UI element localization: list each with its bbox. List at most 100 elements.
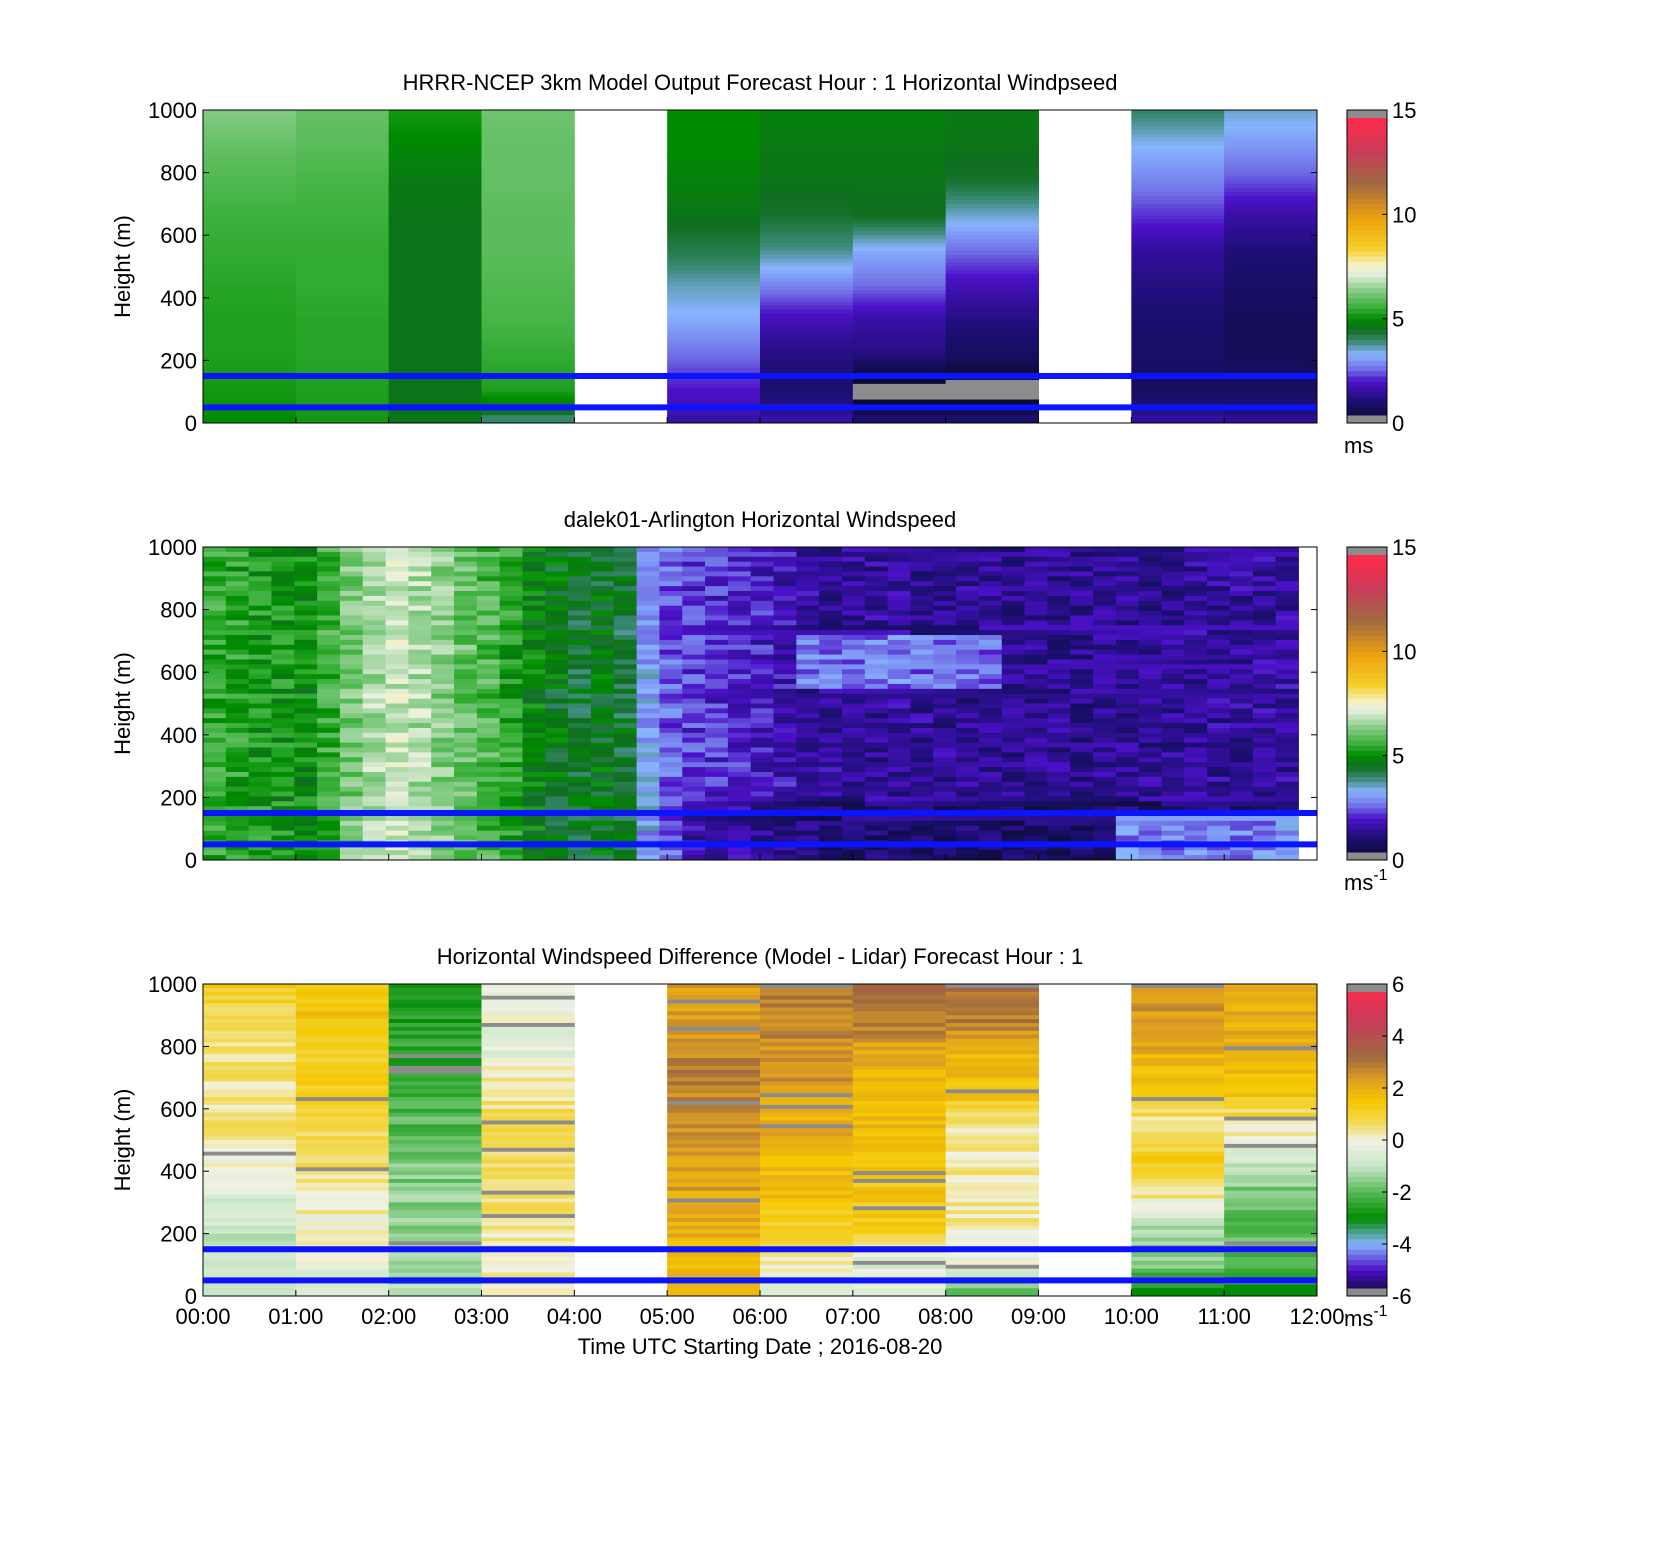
heatmap-cell bbox=[1184, 679, 1208, 685]
heatmap-cell bbox=[1252, 815, 1277, 822]
heatmap-cell bbox=[1252, 796, 1277, 802]
heatmap-cell bbox=[499, 776, 524, 783]
heatmap-cell bbox=[852, 987, 947, 993]
heatmap-cell bbox=[852, 250, 947, 256]
heatmap-cell bbox=[852, 274, 947, 279]
heatmap-cell bbox=[659, 615, 683, 621]
heatmap-cell bbox=[388, 399, 482, 404]
heatmap-cell bbox=[1024, 566, 1048, 572]
heatmap-cell bbox=[945, 1147, 1039, 1153]
heatmap-cell bbox=[362, 698, 387, 704]
heatmap-cell bbox=[1161, 674, 1185, 680]
heatmap-cell bbox=[978, 547, 1003, 553]
heatmap-cell bbox=[388, 160, 482, 166]
heatmap-cell bbox=[431, 649, 455, 656]
heatmap-cell bbox=[956, 664, 980, 670]
heatmap-cell bbox=[659, 855, 683, 861]
heatmap-cell bbox=[499, 615, 524, 621]
heatmap-cell bbox=[1024, 737, 1048, 744]
heatmap-cell bbox=[910, 791, 934, 797]
heatmap-cell bbox=[945, 266, 1039, 271]
heatmap-cell bbox=[388, 344, 482, 350]
heatmap-cell bbox=[568, 762, 592, 768]
heatmap-cell bbox=[1207, 815, 1231, 822]
heatmap-cell bbox=[568, 723, 592, 729]
heatmap-cell bbox=[1184, 815, 1208, 822]
heatmap-cell bbox=[1184, 659, 1208, 665]
heatmap-cell bbox=[978, 771, 1003, 778]
heatmap-cell bbox=[545, 776, 569, 783]
heatmap-cell bbox=[682, 644, 706, 651]
heatmap-cell bbox=[476, 679, 501, 685]
heatmap-cell bbox=[1131, 1101, 1225, 1106]
heatmap-cell bbox=[317, 723, 341, 729]
heatmap-cell bbox=[203, 727, 227, 734]
heatmap-cell bbox=[945, 153, 1039, 158]
heatmap-cell bbox=[476, 683, 501, 690]
heatmap-cell bbox=[667, 321, 761, 326]
heatmap-cell bbox=[636, 649, 660, 656]
heatmap-cell bbox=[636, 747, 660, 753]
heatmap-cell bbox=[203, 644, 227, 651]
heatmap-cell bbox=[225, 600, 250, 607]
heatmap-cell bbox=[1224, 368, 1318, 373]
heatmap-cell bbox=[1252, 776, 1277, 783]
heatmap-cell bbox=[613, 586, 638, 592]
heatmap-cell bbox=[388, 1155, 482, 1160]
heatmap-cell bbox=[476, 639, 501, 646]
heatmap-cell bbox=[295, 172, 390, 178]
heatmap-cell bbox=[852, 1124, 947, 1129]
heatmap-cell bbox=[317, 771, 341, 778]
heatmap-cell bbox=[545, 556, 569, 563]
heatmap-cell bbox=[852, 360, 947, 365]
heatmap-cell bbox=[203, 1179, 297, 1184]
heatmap-cell bbox=[1093, 762, 1117, 768]
heatmap-cell bbox=[945, 141, 1039, 146]
heatmap-cell bbox=[203, 1077, 297, 1082]
heatmap-cell bbox=[945, 1206, 1039, 1211]
heatmap-cell bbox=[945, 1253, 1039, 1258]
heatmap-cell bbox=[1115, 830, 1140, 837]
heatmap-cell bbox=[1047, 771, 1071, 778]
heatmap-cell bbox=[1161, 713, 1185, 719]
heatmap-cell bbox=[590, 791, 615, 797]
heatmap-cell bbox=[1115, 688, 1140, 695]
heatmap-cell bbox=[613, 654, 638, 660]
heatmap-cell bbox=[408, 591, 432, 597]
heatmap-cell bbox=[1161, 786, 1185, 793]
heatmap-cell bbox=[750, 600, 775, 607]
heatmap-cell bbox=[864, 620, 889, 626]
heatmap-cell bbox=[1047, 825, 1071, 832]
heatmap-cell bbox=[203, 674, 227, 680]
heatmap-cell bbox=[1161, 718, 1185, 724]
colorbar-cell bbox=[1347, 282, 1387, 288]
heatmap-cell bbox=[203, 586, 227, 592]
heatmap-cell bbox=[1224, 199, 1318, 205]
heatmap-cell bbox=[727, 747, 752, 753]
heatmap-cell bbox=[590, 620, 615, 626]
heatmap-cell bbox=[590, 586, 615, 592]
heatmap-cell bbox=[1224, 1190, 1318, 1196]
heatmap-cell bbox=[1229, 659, 1254, 665]
heatmap-cell bbox=[1229, 625, 1254, 631]
colorbar-cell bbox=[1347, 839, 1387, 845]
heatmap-cell bbox=[248, 639, 272, 646]
heatmap-cell bbox=[388, 164, 482, 170]
heatmap-cell bbox=[1047, 547, 1071, 553]
heatmap-cell bbox=[1224, 987, 1318, 993]
heatmap-cell bbox=[248, 674, 272, 680]
heatmap-cell bbox=[295, 262, 390, 267]
heatmap-cell bbox=[933, 600, 957, 607]
heatmap-cell bbox=[933, 639, 957, 646]
heatmap-cell bbox=[852, 1120, 947, 1125]
heatmap-cell bbox=[636, 806, 660, 812]
heatmap-cell bbox=[590, 771, 615, 778]
heatmap-cell bbox=[1252, 649, 1277, 656]
heatmap-cell bbox=[750, 855, 775, 861]
heatmap-cell bbox=[203, 1026, 297, 1032]
heatmap-cell bbox=[956, 752, 980, 758]
heatmap-cell bbox=[945, 1042, 1039, 1047]
heatmap-cell bbox=[1252, 742, 1277, 749]
heatmap-cell bbox=[1252, 610, 1277, 616]
heatmap-cell bbox=[773, 703, 797, 709]
